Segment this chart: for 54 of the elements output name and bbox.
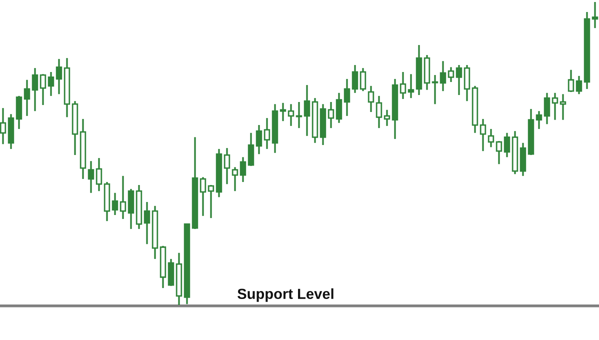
candlestick	[328, 101, 334, 129]
candlestick	[432, 74, 438, 105]
candlestick	[448, 66, 454, 83]
candlestick	[232, 166, 238, 192]
candlestick	[24, 79, 30, 117]
candlestick	[48, 71, 54, 97]
candlestick	[280, 102, 286, 122]
candlestick	[520, 142, 526, 177]
candlestick	[288, 103, 294, 127]
candlestick	[224, 147, 230, 185]
candlestick	[120, 175, 126, 220]
candlestick	[360, 67, 366, 92]
candlestick	[296, 101, 302, 129]
candlestick	[536, 110, 542, 130]
candlestick	[248, 132, 254, 167]
candlestick	[456, 64, 462, 96]
candlestick	[240, 156, 246, 183]
candlestick	[560, 93, 566, 121]
candlestick	[336, 92, 342, 124]
candlestick	[376, 95, 382, 129]
candlestick	[96, 157, 102, 192]
candlestick	[552, 92, 558, 121]
candlestick	[504, 132, 510, 158]
candlestick	[200, 176, 206, 217]
candlestick	[568, 69, 574, 93]
candlestick	[16, 95, 22, 130]
candlestick	[384, 109, 390, 127]
candlestick	[440, 60, 446, 92]
candlestick	[168, 258, 174, 287]
candlestick	[256, 124, 262, 155]
candlestick	[56, 58, 62, 95]
candlestick	[32, 67, 38, 112]
candlestick	[208, 184, 214, 219]
candlestick	[144, 201, 150, 245]
candlestick	[544, 92, 550, 125]
ref-line-label: Support Level	[238, 288, 334, 302]
candlestick	[304, 84, 310, 137]
candlestick	[0, 107, 6, 145]
candlestick	[40, 73, 46, 106]
candlestick	[496, 140, 502, 165]
candlestick	[128, 188, 134, 230]
candlestick	[480, 118, 486, 152]
candlestick	[264, 117, 270, 150]
candlestick	[88, 160, 94, 194]
candlestick	[464, 64, 470, 102]
candlestick	[488, 128, 494, 148]
candlestick	[408, 73, 414, 99]
candlestick	[592, 1, 598, 29]
candlestick	[352, 64, 358, 94]
candlestick	[400, 71, 406, 100]
candlestick	[368, 85, 374, 113]
candlestick	[112, 192, 118, 216]
candlestick	[576, 75, 582, 95]
candlestick	[344, 78, 350, 117]
